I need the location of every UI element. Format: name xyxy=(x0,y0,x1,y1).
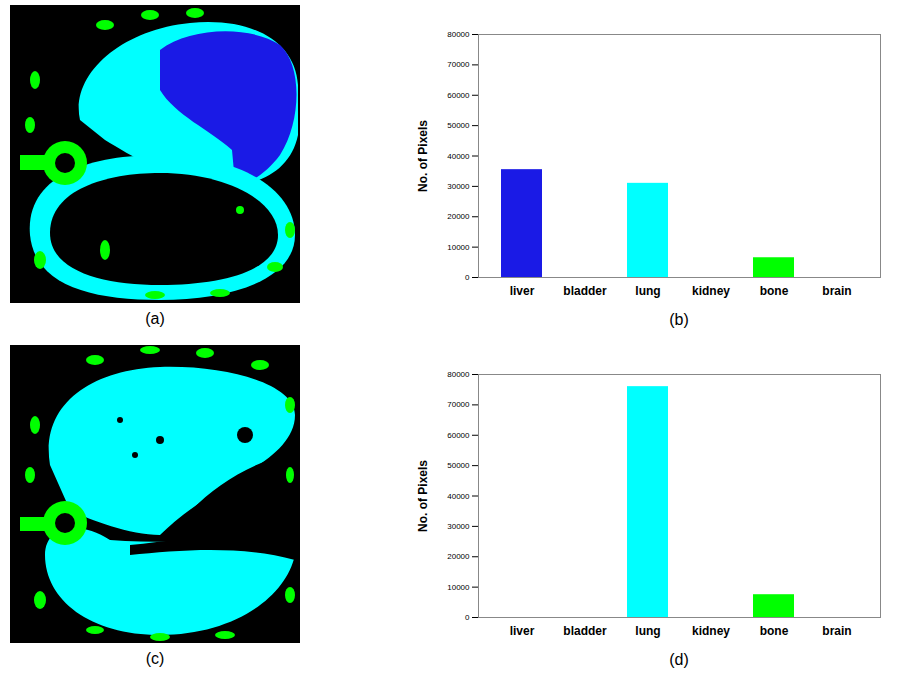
svg-text:0: 0 xyxy=(465,613,470,622)
svg-text:20000: 20000 xyxy=(447,212,470,221)
svg-text:50000: 50000 xyxy=(447,121,470,130)
svg-text:bladder: bladder xyxy=(563,624,607,638)
svg-text:lung: lung xyxy=(635,284,660,298)
svg-text:bone: bone xyxy=(760,284,789,298)
svg-text:20000: 20000 xyxy=(447,552,470,561)
html-text:(a): (a) xyxy=(145,310,165,327)
svg-text:30000: 30000 xyxy=(447,182,470,191)
svg-text:lung: lung xyxy=(635,624,660,638)
svg-text:bladder: bladder xyxy=(563,284,607,298)
svg-text:10000: 10000 xyxy=(447,243,470,252)
svg-text:liver: liver xyxy=(510,624,535,638)
svg-text:kidney: kidney xyxy=(692,284,730,298)
svg-text:No. of Pixels: No. of Pixels xyxy=(416,120,430,192)
svg-text:brain: brain xyxy=(822,624,851,638)
svg-text:0: 0 xyxy=(465,273,470,282)
svg-text:40000: 40000 xyxy=(447,492,470,501)
svg-text:No. of Pixels: No. of Pixels xyxy=(416,460,430,532)
svg-text:kidney: kidney xyxy=(692,624,730,638)
svg-text:40000: 40000 xyxy=(447,152,470,161)
svg-text:50000: 50000 xyxy=(447,461,470,470)
svg-text:70000: 70000 xyxy=(447,400,470,409)
svg-text:liver: liver xyxy=(510,284,535,298)
svg-text:30000: 30000 xyxy=(447,522,470,531)
html-text:(b): (b) xyxy=(669,311,689,328)
html-text:(c): (c) xyxy=(145,650,165,667)
svg-text:10000: 10000 xyxy=(447,583,470,592)
svg-text:60000: 60000 xyxy=(447,431,470,440)
html-text:(d): (d) xyxy=(669,651,689,668)
svg-text:80000: 80000 xyxy=(447,370,470,379)
svg-text:80000: 80000 xyxy=(447,30,470,39)
svg-text:bone: bone xyxy=(760,624,789,638)
svg-text:60000: 60000 xyxy=(447,91,470,100)
svg-text:70000: 70000 xyxy=(447,60,470,69)
svg-text:brain: brain xyxy=(822,284,851,298)
